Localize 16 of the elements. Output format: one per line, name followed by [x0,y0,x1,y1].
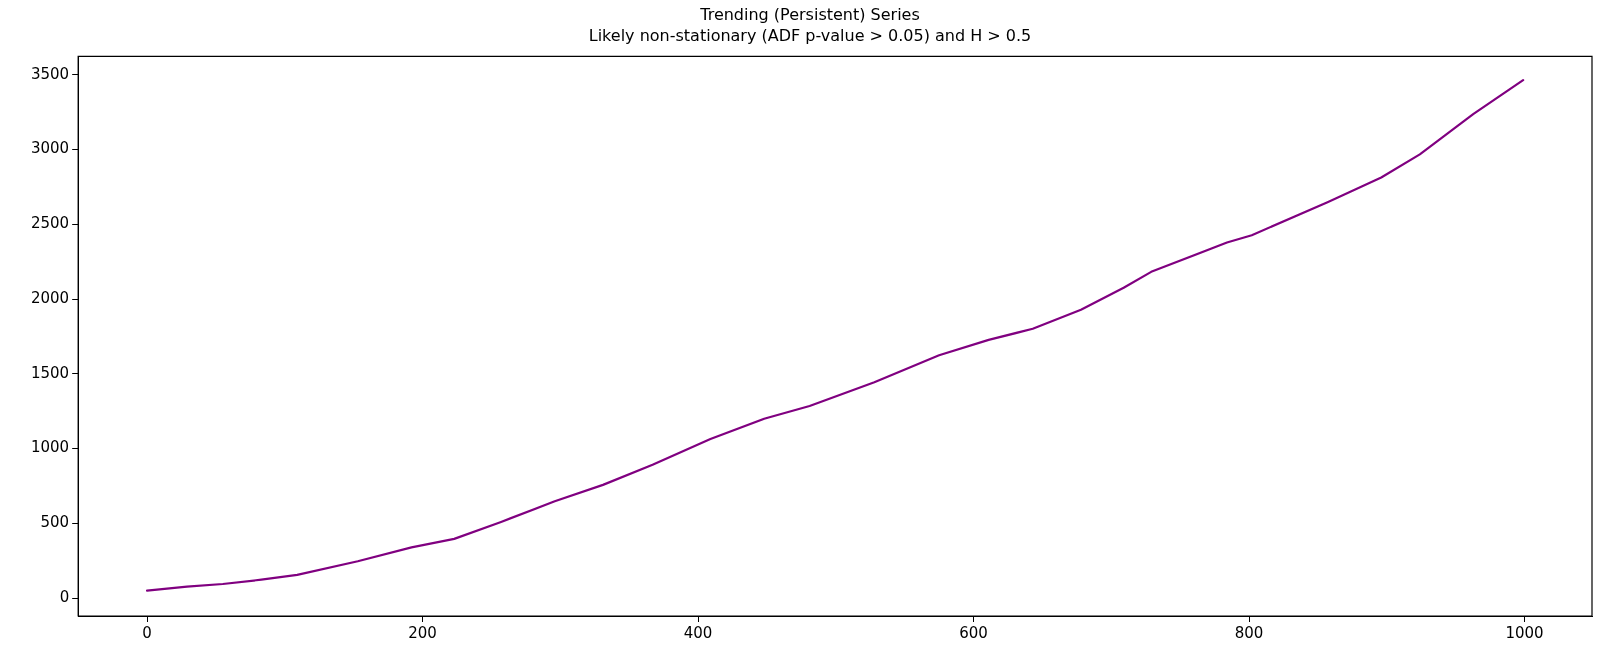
y-tick-label: 2500 [30,214,70,233]
y-tick-label: 0 [59,587,70,606]
y-tick-label: 3000 [30,139,70,158]
y-tick-label: 500 [40,513,70,532]
x-tick-label: 800 [1234,623,1264,642]
y-tick-label: 2000 [30,288,70,307]
chart-subtitle: Likely non-stationary (ADF p-value > 0.05) and H > 0.5 [588,25,1032,45]
x-tick-label: 400 [683,623,713,642]
x-tick-label: 200 [408,623,437,642]
y-tick-label: 1000 [30,438,70,457]
y-tick-label: 3500 [30,64,70,83]
x-tick-label: 600 [959,623,988,642]
x-tick-label: 0 [142,623,152,642]
chart-title: Trending (Persistent) Series [699,4,920,24]
x-tick-label: 1000 [1505,623,1544,642]
y-tick-label: 1500 [30,363,70,382]
